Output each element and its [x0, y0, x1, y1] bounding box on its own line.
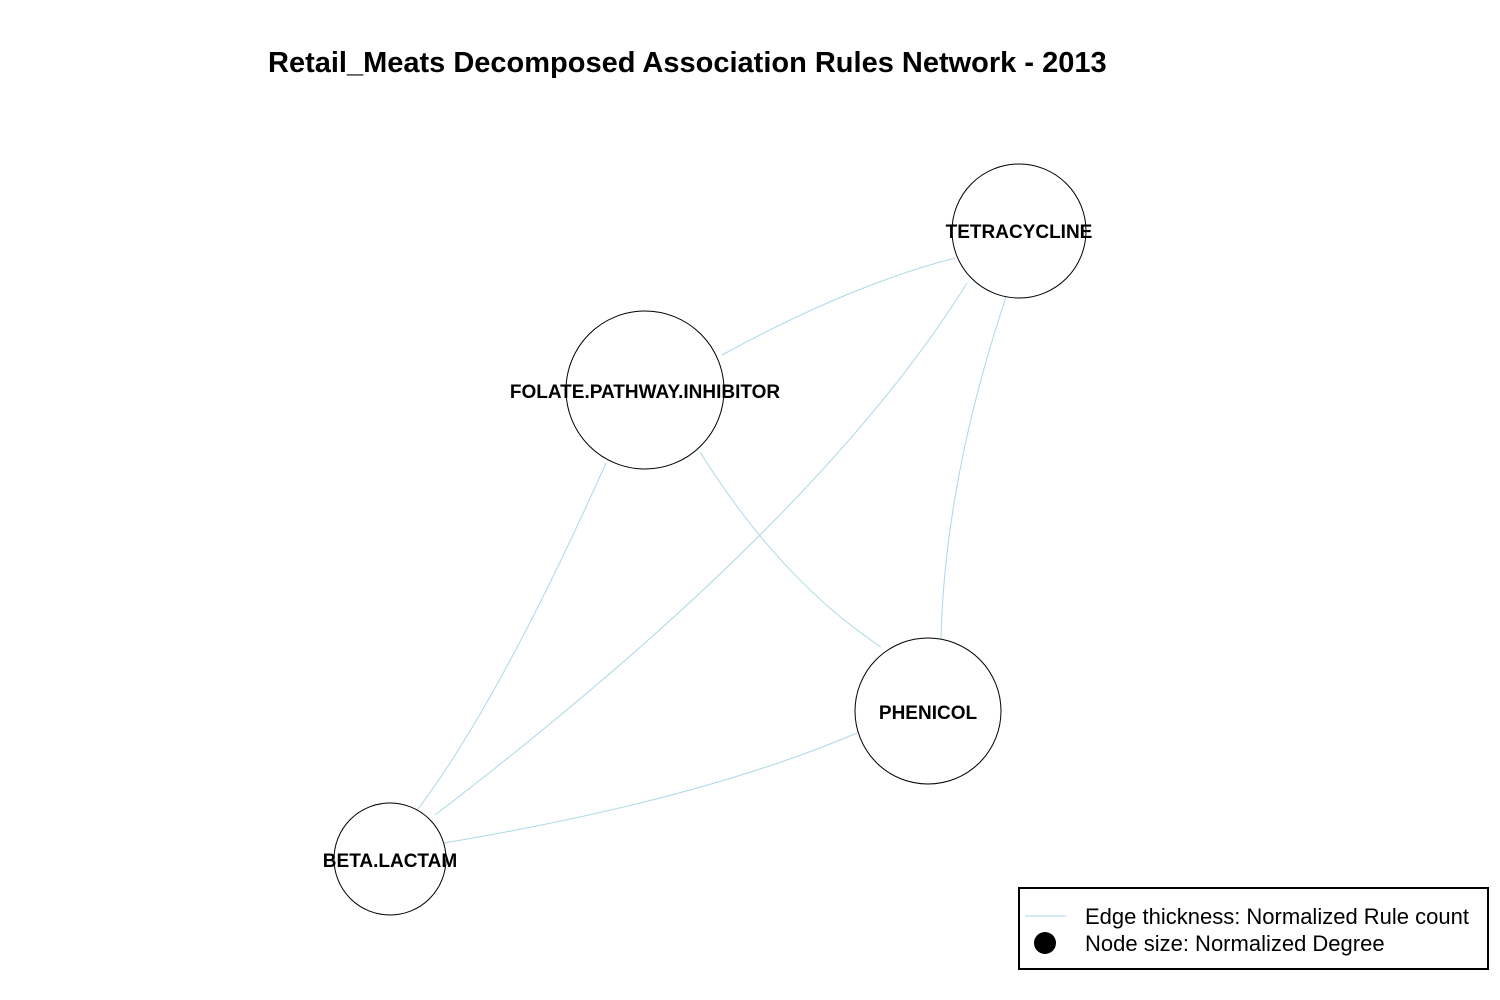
edge-folate-tetracycline [721, 257, 956, 356]
node-beta-lactam-label: BETA.LACTAM [323, 851, 457, 872]
legend-edge-text: Edge thickness: Normalized Rule count [1085, 904, 1469, 929]
node-folate-pathway-inhibitor[interactable]: FOLATE.PATHWAY.INHIBITOR [510, 310, 781, 470]
legend: Edge thickness: Normalized Rule count No… [1018, 887, 1489, 970]
node-tetracycline-circle [951, 163, 1087, 299]
legend-box [1018, 887, 1489, 970]
legend-node-swatch [1034, 932, 1056, 954]
node-phenicol-label: PHENICOL [879, 703, 978, 724]
edges-layer [417, 257, 1007, 844]
node-phenicol[interactable]: PHENICOL [854, 637, 1002, 785]
nodes-layer: TETRACYCLINE FOLATE.PATHWAY.INHIBITOR PH… [323, 163, 1093, 916]
node-folate-pathway-inhibitor-label: FOLATE.PATHWAY.INHIBITOR [510, 382, 781, 403]
edge-folate-phenicol [699, 451, 882, 648]
edge-tetracycline-phenicol [940, 296, 1007, 639]
chart-title: Retail_Meats Decomposed Association Rule… [268, 47, 1107, 79]
node-beta-lactam[interactable]: BETA.LACTAM [323, 802, 457, 916]
edge-beta-phenicol [443, 732, 858, 844]
node-folate-pathway-inhibitor-circle [565, 310, 725, 470]
node-tetracycline[interactable]: TETRACYCLINE [946, 163, 1093, 299]
node-tetracycline-label: TETRACYCLINE [946, 222, 1093, 243]
edge-beta-tetracycline [434, 282, 968, 816]
node-phenicol-circle [854, 637, 1002, 785]
node-beta-lactam-circle [333, 802, 447, 916]
legend-node-text: Node size: Normalized Degree [1085, 931, 1385, 956]
edge-folate-beta [417, 462, 607, 810]
